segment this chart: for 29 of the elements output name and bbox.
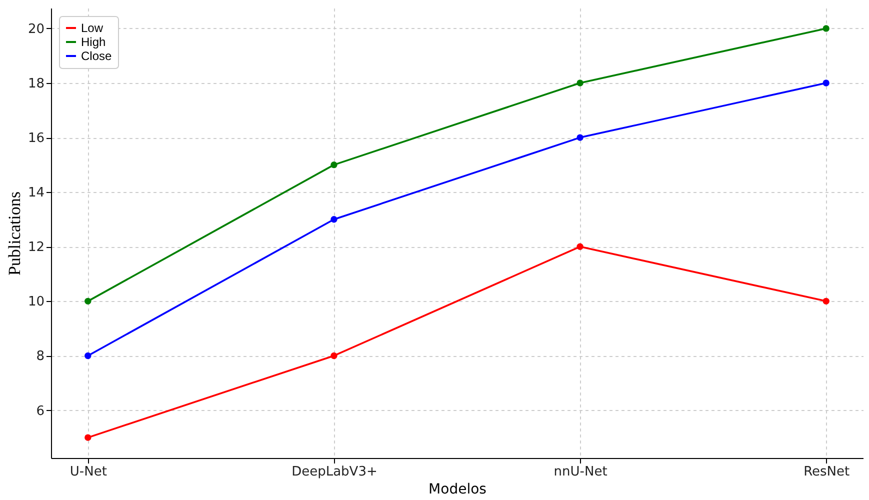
y-tick-label: 8 [36,349,44,364]
x-axis-title: Modelos [428,482,486,498]
x-tick-label: U-Net [70,464,107,480]
y-tick-label: 16 [28,131,44,146]
y-tick-label: 10 [28,294,44,310]
legend-label: Close [81,49,112,63]
point [576,134,584,141]
y-tick-label: 18 [28,76,44,92]
y-tick-label: 12 [28,240,44,256]
legend-label: High [81,35,106,49]
y-tick-label: 6 [36,404,44,419]
y-tick-label: 14 [28,186,44,201]
point [822,298,830,305]
x-tick-label: ResNet [804,464,850,480]
point [822,25,830,32]
point [330,161,338,168]
point [84,298,92,305]
point [576,80,584,86]
legend-label: Low [81,21,104,35]
point [822,80,830,86]
point [84,434,92,441]
x-tick-label: DeepLabV3+ [292,464,378,480]
y-tick-label: 20 [28,22,44,37]
y-axis-title: Publications [4,191,24,276]
point [330,352,338,360]
point [576,243,584,250]
x-tick-label: nnU-Net [554,464,608,480]
point [84,352,92,360]
point [330,216,338,223]
